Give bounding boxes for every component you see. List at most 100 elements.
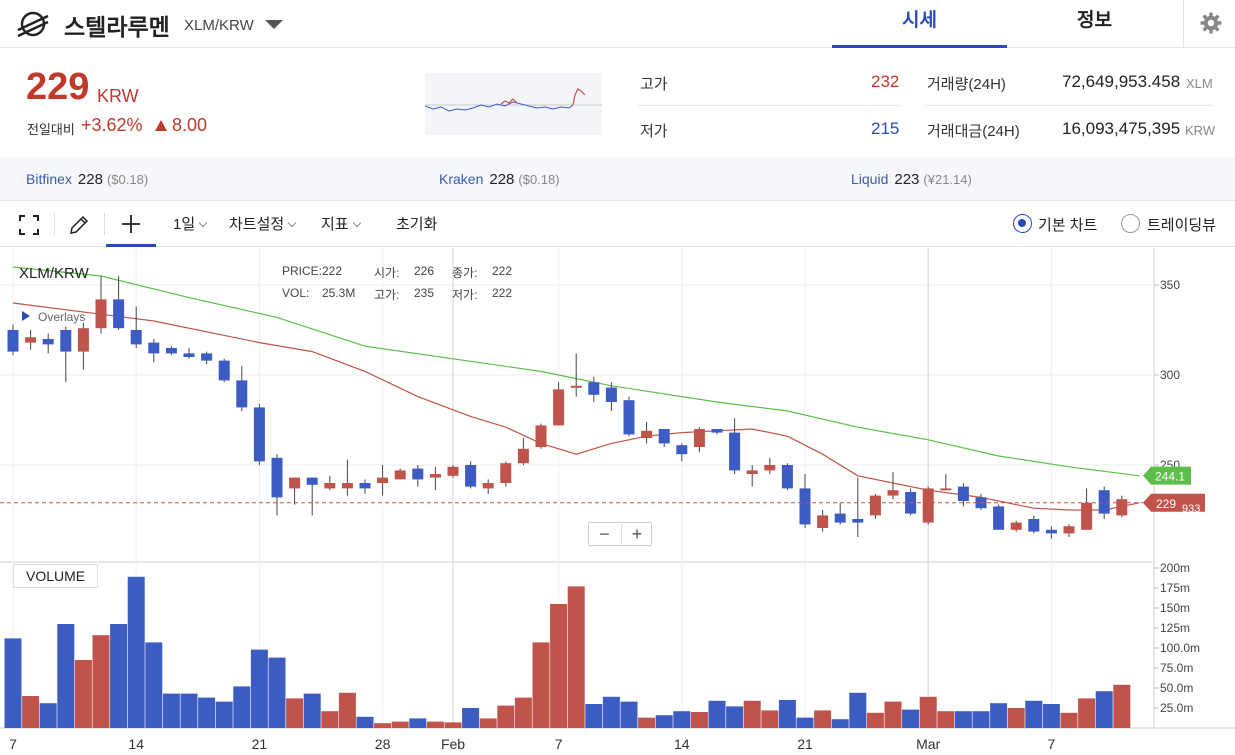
candle bbox=[869, 493, 881, 519]
candle-body bbox=[729, 432, 741, 471]
ohlc-price-label: PRICE: bbox=[282, 264, 323, 278]
reset-button[interactable]: 초기화 bbox=[396, 216, 438, 233]
ohlc-close: 222 bbox=[492, 264, 513, 278]
candle-body bbox=[359, 483, 371, 489]
exchange-name: Liquid bbox=[851, 171, 889, 187]
candle bbox=[465, 461, 477, 489]
amount-unit: KRW bbox=[1185, 123, 1216, 138]
volume-bar bbox=[990, 703, 1008, 728]
volume-bar bbox=[356, 716, 374, 728]
sparkline-chart bbox=[424, 73, 602, 135]
candle-body bbox=[341, 483, 353, 489]
candle bbox=[553, 382, 565, 426]
time-axis-label: 21 bbox=[252, 736, 268, 752]
volume-bar bbox=[532, 642, 550, 728]
basic-chart-label[interactable]: 기본 차트 bbox=[1038, 217, 1098, 234]
basic-chart-radio[interactable] bbox=[1013, 214, 1032, 233]
interval-dropdown[interactable]: 1일 bbox=[173, 213, 208, 234]
candle bbox=[781, 463, 793, 491]
settings-button[interactable] bbox=[1183, 0, 1235, 48]
candle bbox=[993, 504, 1005, 530]
play-icon bbox=[22, 311, 30, 321]
divider bbox=[54, 213, 55, 235]
candlestick-chart[interactable]: 350300250200m175m150m125m100.0m75.0m50.0… bbox=[0, 248, 1235, 755]
candle-body bbox=[641, 430, 653, 438]
candle-body bbox=[852, 519, 864, 523]
volume-bar bbox=[462, 708, 480, 728]
exchange-price: 228 bbox=[489, 171, 515, 188]
tab-info[interactable]: 정보 bbox=[1077, 10, 1112, 31]
volume-bar bbox=[567, 586, 585, 728]
indicators-label: 지표 bbox=[321, 216, 349, 233]
fullscreen-icon[interactable] bbox=[19, 215, 39, 235]
volume-bar bbox=[303, 693, 321, 728]
candle-body bbox=[183, 353, 195, 357]
crosshair-tool[interactable] bbox=[106, 201, 156, 247]
candle bbox=[1081, 488, 1093, 530]
candle-body bbox=[429, 474, 441, 478]
volume-bar bbox=[884, 701, 902, 728]
volume-bar bbox=[338, 692, 356, 728]
candle bbox=[500, 461, 512, 487]
candle bbox=[289, 477, 301, 505]
volume-bar bbox=[814, 710, 832, 728]
candle-body bbox=[1116, 499, 1128, 516]
volume-bar bbox=[866, 712, 884, 728]
coin-dropdown-icon[interactable] bbox=[265, 20, 283, 29]
candle bbox=[148, 339, 160, 363]
volume-bar bbox=[550, 604, 568, 728]
overlays-toggle[interactable]: Overlays bbox=[22, 310, 85, 324]
candle-body bbox=[693, 429, 705, 447]
exchange-kraken[interactable]: Kraken 228 ($0.18) bbox=[439, 171, 560, 188]
exchange-liquid[interactable]: Liquid 223 (¥21.14) bbox=[851, 171, 972, 188]
zoom-in-button[interactable]: + bbox=[621, 524, 652, 544]
pencil-icon[interactable] bbox=[68, 214, 90, 236]
candle-body bbox=[1010, 522, 1022, 530]
candle bbox=[113, 276, 125, 330]
candle-body bbox=[605, 387, 617, 402]
candle bbox=[852, 477, 864, 537]
volume-bar bbox=[39, 703, 57, 728]
top-header: 스텔라루멘 XLM/KRW 시세 정보 bbox=[0, 0, 1235, 48]
ma-long-tag-text: 244.1 bbox=[1155, 470, 1185, 484]
candle-body bbox=[465, 465, 477, 487]
exchange-bitfinex[interactable]: Bitfinex 228 ($0.18) bbox=[26, 171, 148, 188]
tab-price[interactable]: 시세 bbox=[832, 0, 1007, 48]
tradingview-label[interactable]: 트레이딩뷰 bbox=[1147, 217, 1217, 234]
volume-bar bbox=[127, 576, 145, 728]
change-value: 8.00 bbox=[172, 115, 208, 135]
volume-bar bbox=[902, 709, 920, 728]
candle-body bbox=[324, 483, 336, 489]
low-label: 저가 bbox=[640, 123, 668, 140]
volume-bar bbox=[919, 696, 937, 728]
candle bbox=[7, 324, 19, 356]
exchange-usd: (¥21.14) bbox=[923, 172, 972, 187]
coin-name: 스텔라루멘 bbox=[64, 14, 170, 40]
candle bbox=[729, 418, 741, 474]
ohlc-price: 222 bbox=[322, 264, 343, 278]
volume-bar bbox=[743, 700, 761, 728]
zoom-out-button[interactable]: − bbox=[599, 524, 610, 544]
volume-bars bbox=[4, 576, 1131, 728]
ohlc-open: 226 bbox=[414, 264, 435, 278]
exchange-price: 223 bbox=[894, 171, 920, 188]
volume-bar bbox=[74, 660, 92, 728]
price-chart[interactable]: 350 300 250 200m 175m 150m 125m 100.0m 75.0m 50.0… bbox=[0, 248, 1235, 755]
candle bbox=[658, 429, 670, 447]
chart-settings-dropdown[interactable]: 차트설정 bbox=[229, 213, 297, 234]
volume-bar bbox=[180, 693, 198, 728]
chevron-down-icon bbox=[352, 218, 361, 228]
volume-bar bbox=[708, 700, 726, 728]
volume-bar bbox=[110, 624, 128, 728]
tradingview-radio[interactable] bbox=[1121, 214, 1140, 233]
volume-bar bbox=[233, 686, 251, 728]
candle-body bbox=[447, 466, 459, 476]
candle-body bbox=[95, 299, 107, 329]
price-tag bbox=[1143, 493, 1205, 512]
indicators-dropdown[interactable]: 지표 bbox=[321, 213, 361, 234]
ohlc-open-label: 시가: bbox=[374, 266, 400, 280]
volume-bar bbox=[1060, 712, 1078, 728]
candle bbox=[341, 459, 353, 496]
high-value: 232 bbox=[871, 72, 900, 91]
volume-bar bbox=[268, 657, 286, 728]
